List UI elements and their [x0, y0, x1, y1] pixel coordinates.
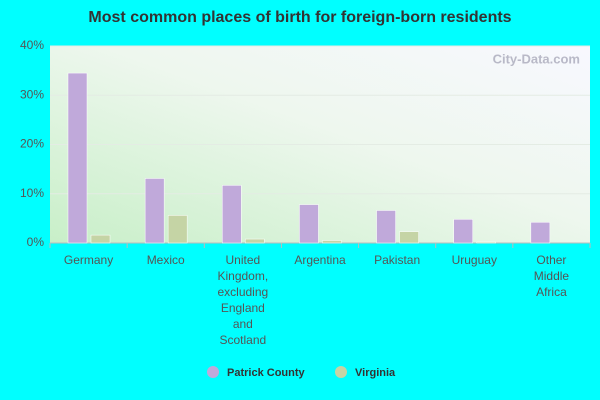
- y-tick-label: 40%: [20, 38, 44, 52]
- watermark: City-Data.com: [493, 51, 580, 66]
- x-tick-label: Other Middle Africa: [533, 253, 570, 299]
- bar: [245, 238, 265, 244]
- x-tick-label: Germany: [63, 253, 114, 267]
- bar: [90, 234, 111, 244]
- bar: [144, 178, 165, 244]
- bar: [376, 210, 396, 244]
- bar: [67, 72, 88, 244]
- legend-label: Patrick County: [227, 367, 306, 379]
- bar: [167, 215, 188, 244]
- bar: [222, 185, 242, 244]
- bar: [453, 219, 473, 244]
- chart-title: Most common places of birth for foreign-…: [88, 9, 511, 26]
- bar: [399, 231, 419, 244]
- y-tick-label: 20%: [20, 137, 44, 151]
- bar: [530, 222, 551, 244]
- x-tick-label: Mexico: [146, 253, 185, 267]
- bar: [476, 241, 496, 244]
- x-tick-label: United Kingdom, excluding England and Sc…: [217, 253, 269, 347]
- legend-swatch: [207, 366, 219, 378]
- x-tick-label: Argentina: [294, 253, 346, 267]
- y-tick-label: 10%: [20, 186, 44, 200]
- bar: [322, 240, 342, 244]
- legend-label: Virginia: [355, 367, 396, 379]
- x-tick-label: Uruguay: [451, 253, 497, 267]
- y-tick-label: 0%: [27, 235, 45, 249]
- y-tick-label: 30%: [20, 87, 44, 101]
- legend-swatch: [335, 366, 347, 378]
- x-tick-label: Pakistan: [374, 253, 421, 267]
- bar: [299, 204, 319, 244]
